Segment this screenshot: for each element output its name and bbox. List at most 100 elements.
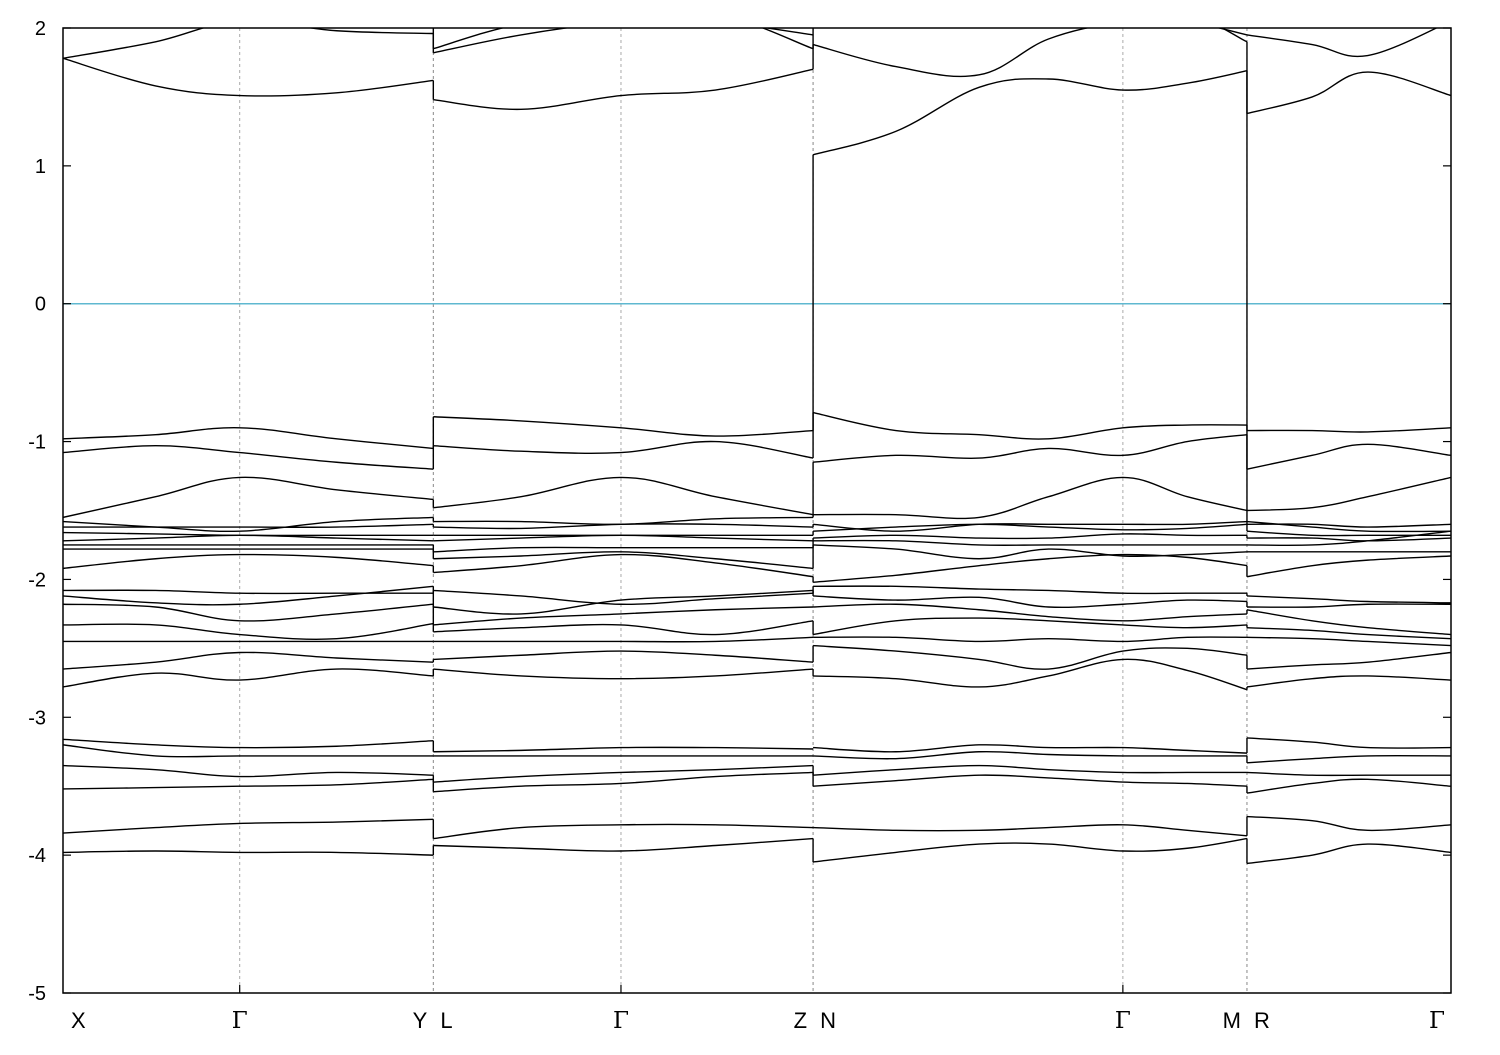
x-label-0: X xyxy=(71,1008,86,1033)
band-seg0-6 xyxy=(63,668,434,688)
band-seg2-23 xyxy=(812,28,1248,78)
band-seg1-1 xyxy=(433,823,814,840)
band-seg2-6 xyxy=(813,658,1248,691)
band-seg0-25 xyxy=(63,0,433,23)
band-seg1-8 xyxy=(433,636,814,643)
band-seg0-0 xyxy=(63,850,434,856)
band-seg2-20 xyxy=(813,433,1248,463)
band-seg1-13 xyxy=(433,553,814,578)
band-seg2-21 xyxy=(812,411,1247,440)
x-label-7: Γ xyxy=(1115,1008,1131,1034)
band-seg2-16 xyxy=(813,533,1247,540)
band-seg3-4 xyxy=(1246,754,1451,764)
band-seg2-5 xyxy=(813,744,1247,754)
band-seg3-2 xyxy=(1246,778,1451,794)
band-seg0-16 xyxy=(63,534,434,542)
band-seg1-2 xyxy=(433,771,814,793)
x-label-6: N xyxy=(820,1008,836,1033)
band-seg2-2 xyxy=(813,774,1247,787)
band-seg1-6 xyxy=(433,668,814,680)
band-seg2-7 xyxy=(813,644,1248,670)
band-seg2-19 xyxy=(813,476,1248,520)
band-seg1-24 xyxy=(433,28,814,54)
band-seg3-7 xyxy=(1246,651,1451,670)
band-seg0-2 xyxy=(63,778,434,790)
band-seg3-10 xyxy=(1246,609,1451,636)
band-seg3-5 xyxy=(1246,737,1451,749)
x-label-10: Γ xyxy=(1429,1008,1445,1034)
band-seg3-22 xyxy=(1246,427,1451,433)
band-seg1-9 xyxy=(433,620,814,636)
band-seg1-10 xyxy=(433,606,814,626)
band-seg3-21 xyxy=(1246,443,1451,470)
band-seg3-25 xyxy=(1247,14,1451,17)
band-seg1-23 xyxy=(433,68,814,111)
band-seg2-13 xyxy=(813,553,1248,583)
band-seg0-17 xyxy=(63,531,434,537)
x-label-1: Γ xyxy=(232,1008,248,1034)
band-seg3-11 xyxy=(1246,603,1451,608)
y-tick-label-3: -1 xyxy=(28,432,46,454)
band-seg0-10 xyxy=(63,603,434,622)
band-seg0-21 xyxy=(63,445,434,470)
band-seg0-18 xyxy=(63,523,434,528)
band-seg3-13 xyxy=(1246,555,1451,578)
band-seg1-15 xyxy=(433,546,814,553)
band-seg0-1 xyxy=(63,818,434,834)
band-seg2-14 xyxy=(813,544,1247,560)
band-seg1-21 xyxy=(433,440,814,459)
x-label-5: Z xyxy=(794,1008,807,1033)
x-label-4: Γ xyxy=(613,1008,629,1034)
y-tick-label-6: -4 xyxy=(28,845,46,867)
band-seg2-15 xyxy=(813,539,1247,546)
band-seg3-17 xyxy=(1246,530,1451,537)
band-seg2-24 xyxy=(1216,28,1248,36)
band-seg1-11 xyxy=(433,589,814,615)
x-label-8: M xyxy=(1223,1008,1241,1033)
band-seg3-12 xyxy=(1246,595,1451,604)
y-tick-label-2: 0 xyxy=(35,294,46,316)
band-seg2-18 xyxy=(813,520,1247,532)
band-seg3-9 xyxy=(1246,626,1451,640)
band-seg2-3 xyxy=(813,764,1247,776)
band-seg1-5 xyxy=(433,746,814,753)
band-seg2-22 xyxy=(812,70,1248,156)
band-seg0-9 xyxy=(63,622,434,640)
band-seg2-12 xyxy=(813,585,1247,595)
band-seg2-1 xyxy=(813,824,1248,837)
band-seg2-10 xyxy=(813,603,1247,622)
axes-layer xyxy=(62,27,1452,994)
band-seg1-25 xyxy=(433,28,814,50)
plot-frame xyxy=(62,27,1452,994)
bands-layer xyxy=(63,0,1451,865)
band-seg0-20 xyxy=(63,476,434,519)
band-seg0-22 xyxy=(63,427,434,450)
band-seg1-22 xyxy=(433,416,814,437)
y-tick-label-4: -2 xyxy=(28,569,46,591)
band-seg3-20 xyxy=(1246,476,1451,512)
y-tick-label-0: 2 xyxy=(35,18,46,40)
band-seg0-23 xyxy=(63,57,434,97)
band-seg3-6 xyxy=(1246,675,1451,688)
band-seg3-0 xyxy=(1246,843,1451,865)
band-seg0-12 xyxy=(63,589,434,595)
band-seg3-8 xyxy=(1246,636,1451,647)
band-seg1-20 xyxy=(433,476,814,516)
band-seg1-14 xyxy=(433,551,814,570)
band-seg1-12 xyxy=(433,589,814,605)
y-tick-label-5: -3 xyxy=(28,707,46,729)
band-seg0-3 xyxy=(63,764,434,778)
band-seg3-23 xyxy=(1246,71,1451,115)
band-seg3-1 xyxy=(1246,815,1451,832)
band-seg3-19 xyxy=(1246,520,1451,533)
band-seg3-16 xyxy=(1246,537,1451,542)
band-seg0-24 xyxy=(63,28,434,60)
band-seg2-0 xyxy=(812,837,1248,863)
band-seg3-3 xyxy=(1246,771,1451,777)
band-seg0-7 xyxy=(63,651,434,670)
band-seg1-19 xyxy=(433,516,814,526)
band-seg0-19 xyxy=(63,516,434,533)
band-seg3-24 xyxy=(1246,28,1438,58)
